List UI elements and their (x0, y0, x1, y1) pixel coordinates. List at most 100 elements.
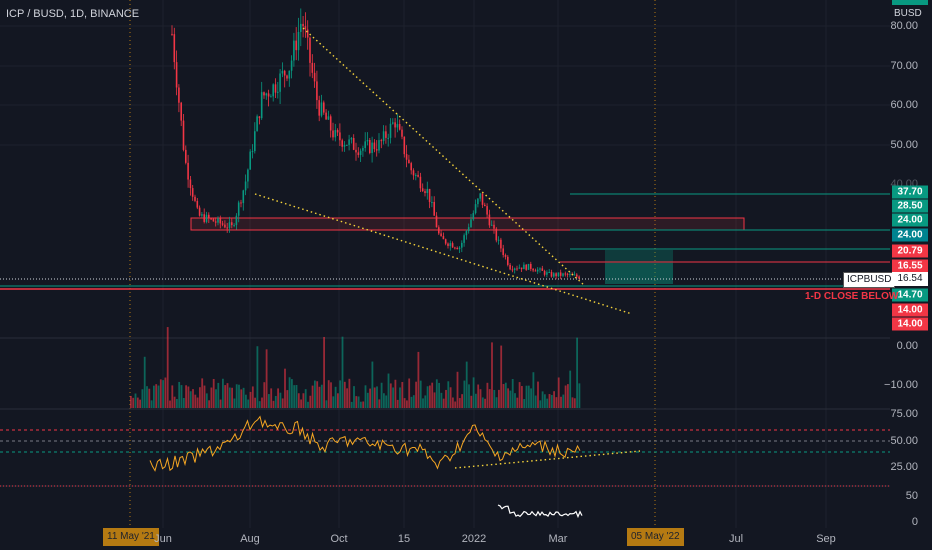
candle-body (265, 93, 268, 96)
volume-bar (222, 378, 224, 408)
volume-bar (419, 380, 422, 408)
volume-bar (201, 378, 204, 408)
volume-bar (385, 395, 388, 408)
candle-body (348, 139, 350, 145)
volume-bar (180, 385, 183, 408)
volume-bar (560, 396, 562, 408)
volume-bar (498, 389, 500, 408)
candle-body (396, 124, 399, 128)
volume-bar (495, 397, 498, 408)
volume-bar (254, 397, 256, 408)
volume-bar (454, 401, 457, 408)
candle-body (327, 116, 330, 120)
volume-bar (488, 389, 491, 408)
candle-body (380, 140, 383, 142)
candle-body (180, 102, 182, 121)
candle-body (454, 247, 456, 249)
volume-bar (307, 401, 309, 408)
candle-body (302, 23, 304, 27)
candle-body (244, 181, 247, 191)
range-start-badge: 11 May '21 (103, 528, 159, 546)
candle-body (247, 169, 249, 182)
volume-bar (215, 389, 217, 408)
volume-bar (470, 395, 473, 408)
candle-body (295, 40, 297, 51)
price-tick: 70.00 (890, 60, 918, 72)
volume-bar (555, 397, 558, 408)
volume-bar (548, 394, 551, 408)
candle-body (444, 239, 447, 244)
candle-body (185, 149, 187, 163)
candle-body (502, 248, 504, 255)
volume-bar (399, 387, 401, 408)
candle-body (474, 204, 477, 214)
volume-bar (169, 400, 171, 408)
candle-body (242, 190, 245, 204)
current-price-badge: 16.54 (892, 272, 928, 286)
candle-body (543, 270, 546, 275)
candle-body (336, 130, 339, 133)
volume-bar (217, 382, 220, 408)
volume-bar (396, 399, 399, 408)
last-price-marker (892, 0, 928, 5)
candle-body (520, 267, 523, 270)
candle-body (221, 223, 224, 225)
volume-bar (438, 382, 440, 408)
candle-body (375, 149, 378, 151)
candle-body (297, 31, 300, 51)
candle-body (286, 75, 288, 79)
candle-body (341, 140, 343, 147)
volume-bar (491, 342, 493, 408)
volume-bar (364, 385, 367, 408)
volume-bar (350, 401, 353, 408)
volume-bar (176, 399, 178, 408)
volume-bar (465, 361, 468, 408)
volume-bar (578, 383, 581, 408)
volume-bar (389, 383, 392, 408)
candle-body (553, 273, 555, 277)
candle-body (212, 218, 215, 222)
candle-body (389, 123, 392, 138)
candle-body (518, 267, 521, 269)
level-badge: 14.70 (892, 288, 928, 302)
volume-bar (249, 391, 252, 408)
volume-bar (148, 388, 151, 408)
volume-bar (504, 382, 507, 408)
candle-body (228, 222, 231, 228)
volume-bar (132, 397, 135, 408)
volume-bar (205, 393, 208, 408)
volume-bar (502, 384, 505, 408)
candle-body (497, 239, 500, 241)
candle-body (323, 102, 325, 113)
candle-body (325, 112, 327, 120)
candle-body (217, 218, 219, 223)
volume-bar (224, 385, 227, 408)
volume-bar (353, 386, 355, 408)
candle-body (175, 62, 178, 88)
volume-bar (164, 377, 167, 408)
target-zone (605, 250, 673, 284)
close-below-note: 1-D CLOSE BELOW (805, 291, 899, 302)
volume-bar (576, 337, 578, 408)
volume-bar (199, 387, 201, 408)
candlestick-series (171, 8, 580, 280)
volume-bar (316, 381, 319, 408)
candle-body (442, 236, 445, 240)
candle-body (431, 201, 433, 203)
volume-bar (557, 377, 560, 408)
volume-tick: −10.00 (884, 379, 918, 391)
candle-body (566, 273, 569, 275)
candle-body (214, 221, 217, 223)
volume-bar (401, 381, 404, 408)
volume-bar (392, 387, 394, 408)
candle-body (548, 272, 550, 274)
candle-body (530, 263, 532, 269)
candle-body (477, 198, 479, 205)
candle-body (304, 26, 307, 30)
volume-bar (233, 398, 236, 408)
symbol-title[interactable]: ICP / BUSD, 1D, BINANCE (6, 8, 140, 20)
candle-body (415, 174, 417, 176)
candle-body (433, 201, 435, 216)
candle-body (382, 131, 385, 142)
